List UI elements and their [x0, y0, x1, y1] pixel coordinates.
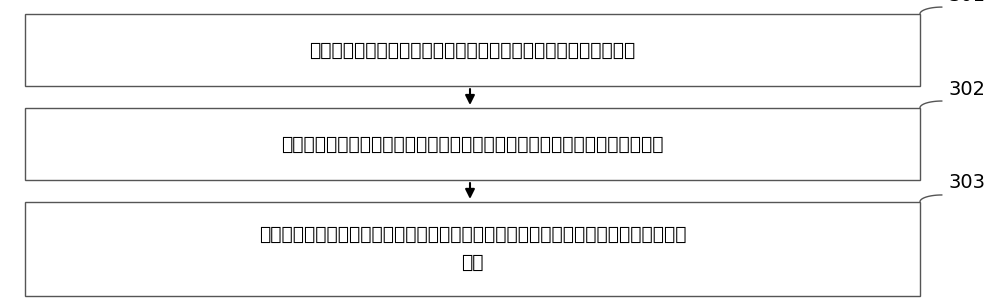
Bar [25, 108, 920, 180]
Text: 通过正电源向所述第一启动回路和所述第二启动回路发送输入信号: 通过正电源向所述第一启动回路和所述第二启动回路发送输入信号 [309, 41, 636, 59]
Bar [25, 14, 920, 86]
Text: 302: 302 [949, 79, 986, 99]
Text: 303: 303 [949, 173, 986, 192]
Bar [25, 202, 920, 296]
Text: 判断所述第一启动回路或所述第二启动回路的输出端是否有所述输入信号输出: 判断所述第一启动回路或所述第二启动回路的输出端是否有所述输入信号输出 [281, 135, 664, 153]
Text: 若是，则启动与所述第一刀闸回路或所述第二刀闸回路中的刀闸位置对应的母线的失灵
回路: 若是，则启动与所述第一刀闸回路或所述第二刀闸回路中的刀闸位置对应的母线的失灵 回… [259, 225, 686, 272]
Text: 301: 301 [949, 0, 986, 5]
